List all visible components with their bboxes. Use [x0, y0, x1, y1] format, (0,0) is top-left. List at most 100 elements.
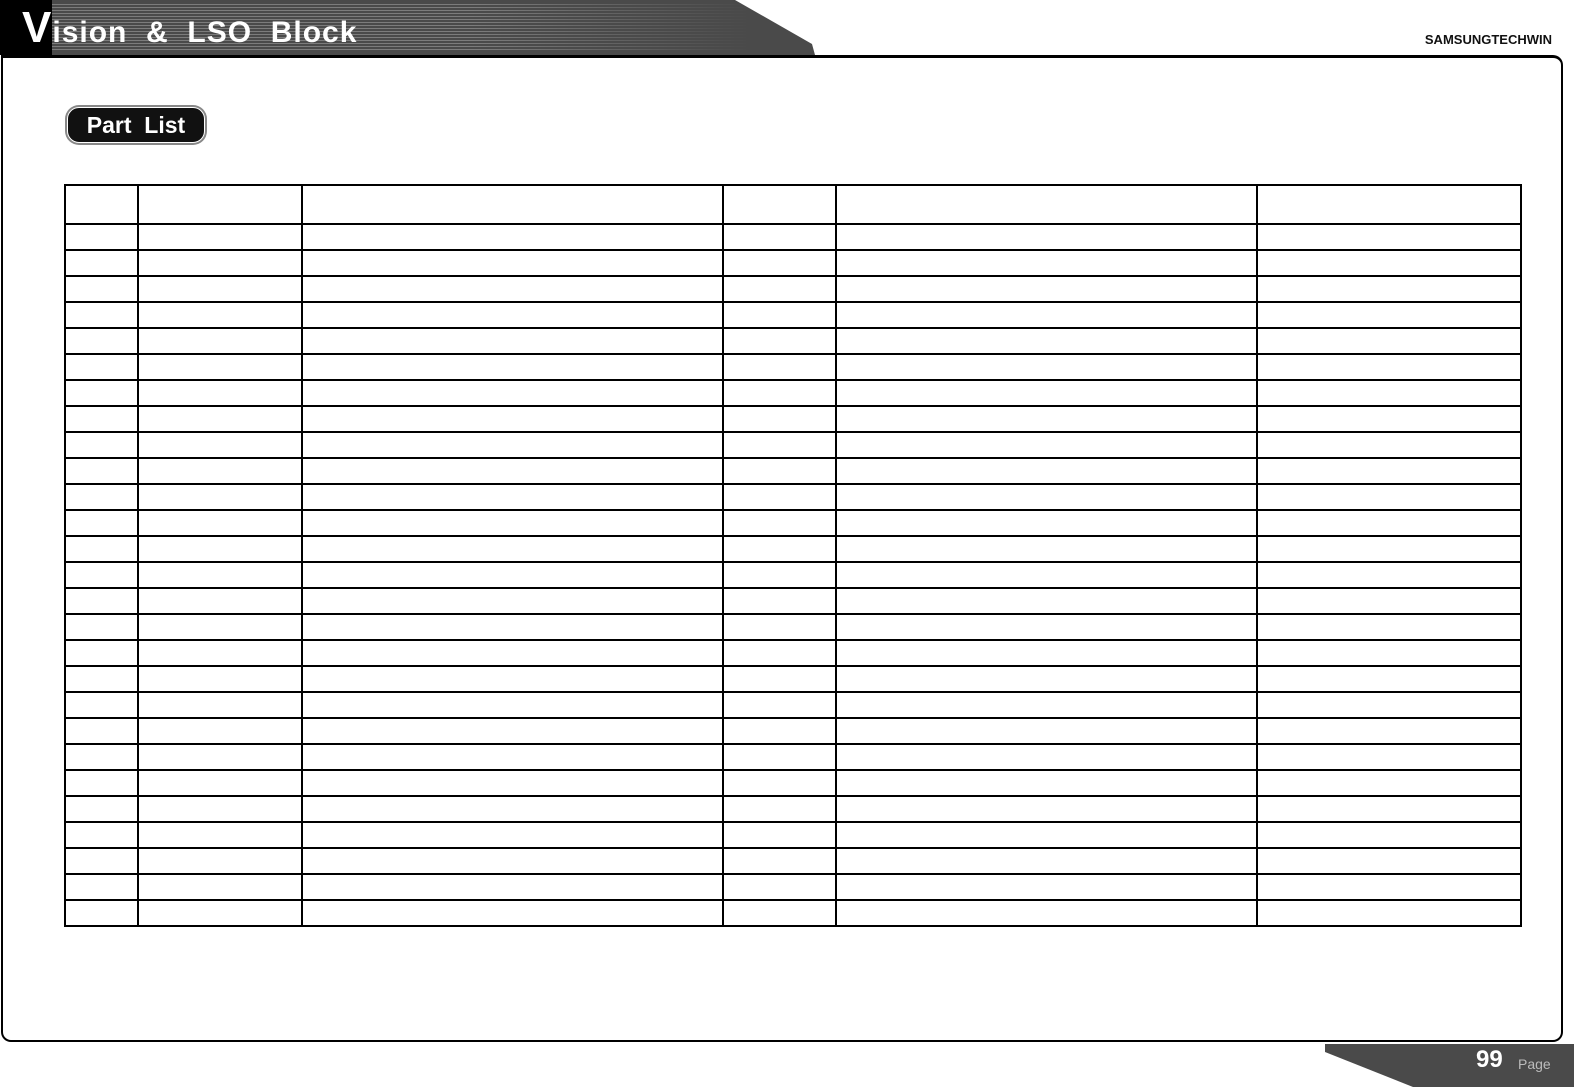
banner-stripes	[52, 4, 752, 50]
table-cell	[137, 717, 303, 745]
table-cell	[64, 431, 139, 459]
table-cell	[301, 665, 724, 693]
banner-accent	[0, 0, 52, 55]
table-row	[64, 431, 1522, 459]
table-cell	[137, 769, 303, 797]
table-cell	[301, 184, 724, 225]
table-cell	[722, 561, 837, 589]
table-row	[64, 613, 1522, 641]
title-initial: V	[22, 3, 53, 52]
table-cell	[722, 184, 837, 225]
table-cell	[64, 483, 139, 511]
table-cell	[137, 249, 303, 277]
table-cell	[722, 899, 837, 927]
table-cell	[722, 795, 837, 823]
table-cell	[64, 249, 139, 277]
table-cell	[1256, 743, 1522, 771]
table-cell	[1256, 301, 1522, 329]
table-cell	[301, 301, 724, 329]
table-cell	[137, 873, 303, 901]
table-cell	[64, 379, 139, 407]
table-cell	[137, 561, 303, 589]
section-badge: Part List	[65, 105, 207, 145]
table-cell	[64, 457, 139, 485]
table-row	[64, 457, 1522, 485]
content-frame	[1, 55, 1563, 1042]
table-cell	[301, 587, 724, 615]
table-cell	[722, 275, 837, 303]
table-row	[64, 691, 1522, 719]
table-cell	[1256, 717, 1522, 745]
table-cell	[722, 847, 837, 875]
table-cell	[301, 821, 724, 849]
table-cell	[64, 691, 139, 719]
table-cell	[835, 184, 1258, 225]
table-cell	[137, 327, 303, 355]
table-cell	[64, 639, 139, 667]
table-row	[64, 665, 1522, 693]
table-cell	[1256, 223, 1522, 251]
table-cell	[64, 184, 139, 225]
table-cell	[835, 769, 1258, 797]
table-cell	[137, 353, 303, 381]
page-number: 99	[1476, 1046, 1503, 1073]
table-cell	[1256, 639, 1522, 667]
table-cell	[835, 899, 1258, 927]
table-cell	[64, 353, 139, 381]
table-cell	[1256, 483, 1522, 511]
table-cell	[137, 639, 303, 667]
table-cell	[835, 665, 1258, 693]
table-cell	[722, 613, 837, 641]
table-cell	[137, 795, 303, 823]
table-cell	[301, 327, 724, 355]
table-cell	[64, 301, 139, 329]
table-cell	[64, 665, 139, 693]
table-cell	[64, 223, 139, 251]
table-cell	[301, 847, 724, 875]
table-cell	[1256, 665, 1522, 693]
table-row	[64, 899, 1522, 927]
table-cell	[137, 899, 303, 927]
table-header-row	[64, 184, 1522, 225]
table-cell	[835, 587, 1258, 615]
table-cell	[1256, 405, 1522, 433]
table-cell	[835, 223, 1258, 251]
table-cell	[137, 665, 303, 693]
table-cell	[835, 613, 1258, 641]
table-cell	[301, 483, 724, 511]
table-cell	[301, 353, 724, 381]
table-cell	[64, 587, 139, 615]
page-title: Vision & LSO Block	[22, 6, 357, 50]
table-cell	[1256, 275, 1522, 303]
table-cell	[722, 379, 837, 407]
table-cell	[1256, 535, 1522, 563]
table-row	[64, 249, 1522, 277]
table-cell	[137, 743, 303, 771]
table-cell	[301, 535, 724, 563]
table-row	[64, 275, 1522, 303]
table-cell	[301, 613, 724, 641]
table-cell	[64, 327, 139, 355]
table-cell	[301, 431, 724, 459]
table-cell	[835, 327, 1258, 355]
table-cell	[1256, 457, 1522, 485]
table-cell	[1256, 249, 1522, 277]
table-cell	[64, 535, 139, 563]
table-cell	[722, 249, 837, 277]
table-cell	[835, 561, 1258, 589]
table-cell	[1256, 873, 1522, 901]
table-cell	[835, 717, 1258, 745]
table-cell	[835, 483, 1258, 511]
table-cell	[835, 847, 1258, 875]
table-cell	[137, 821, 303, 849]
table-cell	[722, 327, 837, 355]
table-cell	[301, 639, 724, 667]
table-cell	[301, 795, 724, 823]
table-cell	[835, 535, 1258, 563]
table-cell	[301, 249, 724, 277]
table-cell	[64, 561, 139, 589]
table-cell	[301, 743, 724, 771]
table-cell	[1256, 821, 1522, 849]
table-cell	[137, 301, 303, 329]
table-cell	[301, 457, 724, 485]
